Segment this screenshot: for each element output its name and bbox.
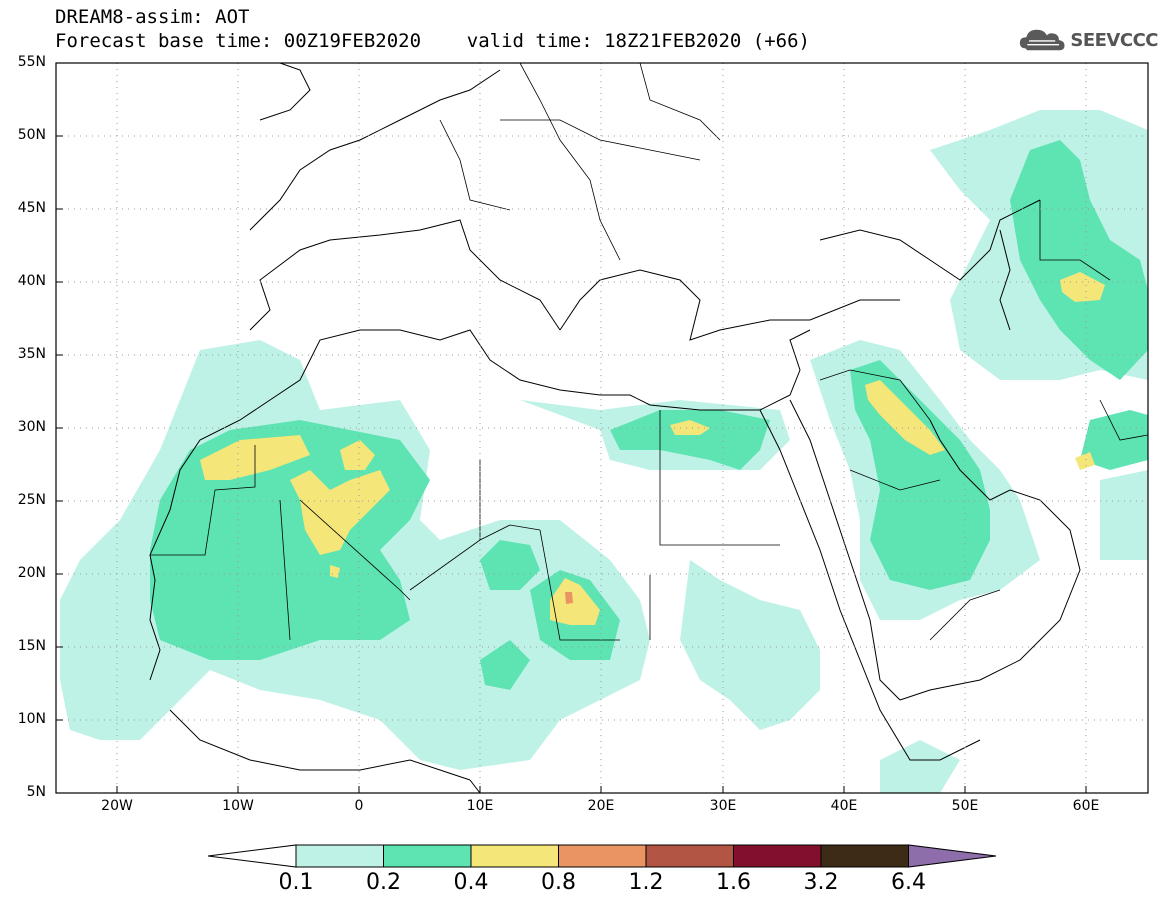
seevccc-logo: SEEVCCC [1018,24,1158,56]
colorbar-arrow-low [207,844,297,868]
lat-label: 25N [17,492,46,508]
lon-label: 10W [222,798,254,814]
colorbar-label: 0.4 [453,870,489,895]
lon-label: 60E [1072,798,1100,814]
lon-label: 10E [466,798,494,814]
lat-label: 55N [17,54,46,70]
axis-ticks [56,135,1087,793]
colorbar-segment-0.8-1.2 [558,844,647,868]
lat-label: 30N [17,419,46,435]
logo-text: SEEVCCC [1070,29,1158,51]
colorbar-segment-1.2-1.6 [645,844,734,868]
map-title: DREAM8-assim: AOT [55,6,250,28]
colorbar [207,844,997,868]
country-borders [150,63,1148,641]
lon-label: 20W [101,798,133,814]
colorbar-label: 0.1 [278,870,314,895]
colorbar-segment-0.2-0.4 [383,844,472,868]
colorbar-label: 1.6 [716,870,751,895]
colorbar-label: 0.2 [366,870,401,895]
lat-label: 40N [17,273,46,289]
lat-label: 15N [17,638,46,654]
lon-label: 30E [709,798,737,814]
aot-0.8-1.2-fill [565,592,573,604]
map-area [56,63,1148,793]
lat-label: 50N [17,127,46,143]
lat-label: 20N [17,565,46,581]
lon-label: 40E [830,798,858,814]
lat-label: 10N [17,711,46,727]
aot-0.4-0.8-fill [200,272,1105,625]
colorbar-arrow-high [908,844,997,868]
lat-label: 35N [17,346,46,362]
map-subtitle-times: Forecast base time: 00Z19FEB2020 valid t… [55,30,810,52]
lat-label: 5N [26,784,46,800]
lon-label: 20E [587,798,615,814]
lat-label: 45N [17,200,46,216]
colorbar-label: 6.4 [891,870,926,895]
colorbar-label: 0.8 [541,870,576,895]
colorbar-segment-3.2-6.4 [820,844,909,868]
lon-label: 0 [354,798,364,814]
colorbar-segment-1.6-3.2 [733,844,822,868]
colorbar-segment-0.4-0.8 [470,844,559,868]
lon-label: 50E [951,798,979,814]
graticule [56,63,1148,793]
cloud-icon [1019,29,1065,51]
colorbar-segment-0.1-0.2 [295,844,384,868]
colorbar-label: 3.2 [803,870,839,895]
coastlines [149,63,1081,793]
colorbar-label: 1.2 [628,870,664,895]
